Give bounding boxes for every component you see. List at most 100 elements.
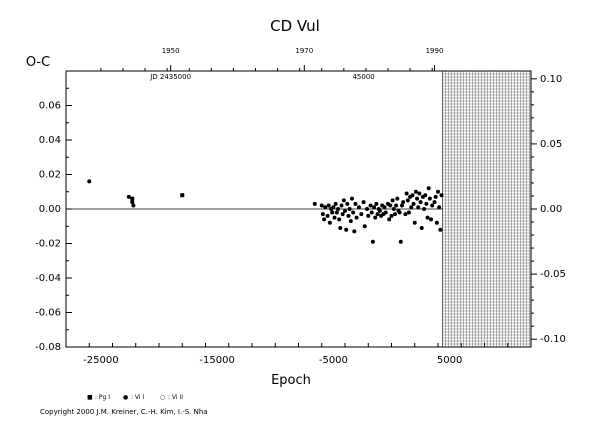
data-point — [392, 212, 397, 217]
data-point — [417, 191, 422, 196]
data-point — [406, 210, 411, 215]
x-tick-label: -25000 — [83, 355, 118, 366]
x-axis-label: Epoch — [271, 373, 311, 388]
data-point — [327, 220, 332, 225]
right-y-tick-label: -0.05 — [540, 269, 566, 280]
data-point — [413, 189, 418, 194]
right-y-tick-label: 0.00 — [540, 204, 562, 215]
data-point — [377, 208, 382, 213]
legend-symbol-pg1: ■ — [87, 394, 93, 401]
data-point — [426, 186, 431, 191]
top-jd-label: JD 2435000 — [149, 73, 191, 81]
data-point — [401, 200, 406, 205]
y-tick-label: 0.06 — [39, 101, 61, 112]
data-point — [416, 205, 421, 210]
data-point — [370, 239, 375, 244]
data-point — [344, 227, 349, 232]
top-year-label: 1950 — [162, 47, 180, 55]
data-point — [437, 205, 442, 210]
data-point — [332, 215, 337, 220]
chart-title: CD Vul — [270, 17, 320, 35]
data-point — [439, 193, 444, 198]
data-point — [403, 212, 408, 217]
data-point — [336, 207, 341, 211]
right-y-axis-ticks: -0.10 -0.05 0.00 0.05 0.10 — [531, 74, 566, 345]
data-point — [126, 194, 131, 199]
data-point — [375, 212, 380, 217]
data-point — [427, 196, 432, 201]
copyright-text: Copyright 2000 J.M. Kreiner, C.-H. Kim, … — [40, 408, 208, 416]
x-axis-ticks: -25000 -15000 -5000 5000 — [65, 343, 532, 366]
data-point — [319, 203, 324, 208]
data-point — [87, 179, 92, 184]
data-point — [434, 220, 439, 225]
data-point — [433, 194, 438, 199]
data-point — [372, 205, 377, 210]
data-point — [322, 217, 327, 222]
data-point — [429, 217, 434, 222]
x-tick-label: -5000 — [319, 355, 348, 366]
data-point — [398, 239, 403, 244]
data-point — [410, 193, 415, 198]
data-point — [405, 198, 410, 203]
data-point — [425, 215, 430, 220]
legend-label-vi2: : Vi II — [168, 394, 183, 401]
data-point — [353, 201, 358, 206]
data-point-square — [180, 193, 185, 198]
data-point — [349, 196, 354, 201]
top-jd-label: 45000 — [352, 73, 374, 81]
top-year-axis-ticks: 1950 1970 1990 JD 2435000 45000 — [100, 47, 444, 81]
data-point — [359, 212, 364, 217]
data-point — [418, 200, 423, 205]
data-point — [397, 210, 402, 215]
data-point — [389, 213, 394, 218]
y-tick-label: -0.02 — [35, 239, 61, 250]
y-tick-label: -0.04 — [35, 273, 61, 284]
right-y-tick-label: 0.10 — [540, 74, 562, 85]
data-point — [366, 213, 371, 218]
y-tick-label: -0.08 — [35, 342, 61, 353]
data-point — [346, 213, 351, 218]
y-axis-ticks: -0.08 -0.06 -0.04 -0.02 0.00 0.02 0.04 0.06 — [35, 70, 72, 353]
data-point — [436, 189, 440, 194]
data-point — [369, 210, 374, 215]
data-point — [422, 207, 427, 211]
data-point — [325, 213, 330, 218]
top-year-label: 1990 — [426, 47, 444, 55]
data-point — [356, 205, 361, 210]
legend-symbol-vi2: ○ — [160, 394, 165, 401]
data-point — [409, 205, 414, 210]
data-point — [337, 217, 342, 222]
x-tick-label: 5000 — [437, 355, 462, 366]
y-tick-label: 0.02 — [39, 170, 61, 181]
data-point — [430, 203, 435, 208]
data-point — [423, 193, 428, 198]
data-point — [438, 227, 443, 232]
data-point — [340, 212, 345, 217]
data-point — [131, 203, 136, 208]
data-points — [87, 179, 444, 244]
data-point — [333, 201, 338, 206]
data-point — [415, 196, 420, 201]
legend-label-vi1: : Vi I — [131, 394, 144, 401]
data-point — [338, 225, 343, 230]
data-point — [348, 219, 353, 224]
data-point — [352, 229, 357, 234]
data-point — [391, 207, 396, 211]
data-point — [419, 225, 424, 230]
data-point — [412, 220, 417, 225]
data-point — [368, 203, 373, 208]
data-point — [320, 212, 325, 217]
data-point — [382, 205, 387, 210]
data-point — [395, 196, 400, 201]
data-point — [388, 203, 393, 208]
data-point — [351, 210, 356, 215]
y-tick-label: 0.00 — [39, 204, 61, 215]
data-point — [339, 203, 344, 208]
data-point — [130, 200, 135, 205]
data-point — [345, 201, 350, 206]
data-point — [347, 207, 352, 211]
data-point — [387, 217, 392, 222]
data-point — [404, 191, 409, 196]
